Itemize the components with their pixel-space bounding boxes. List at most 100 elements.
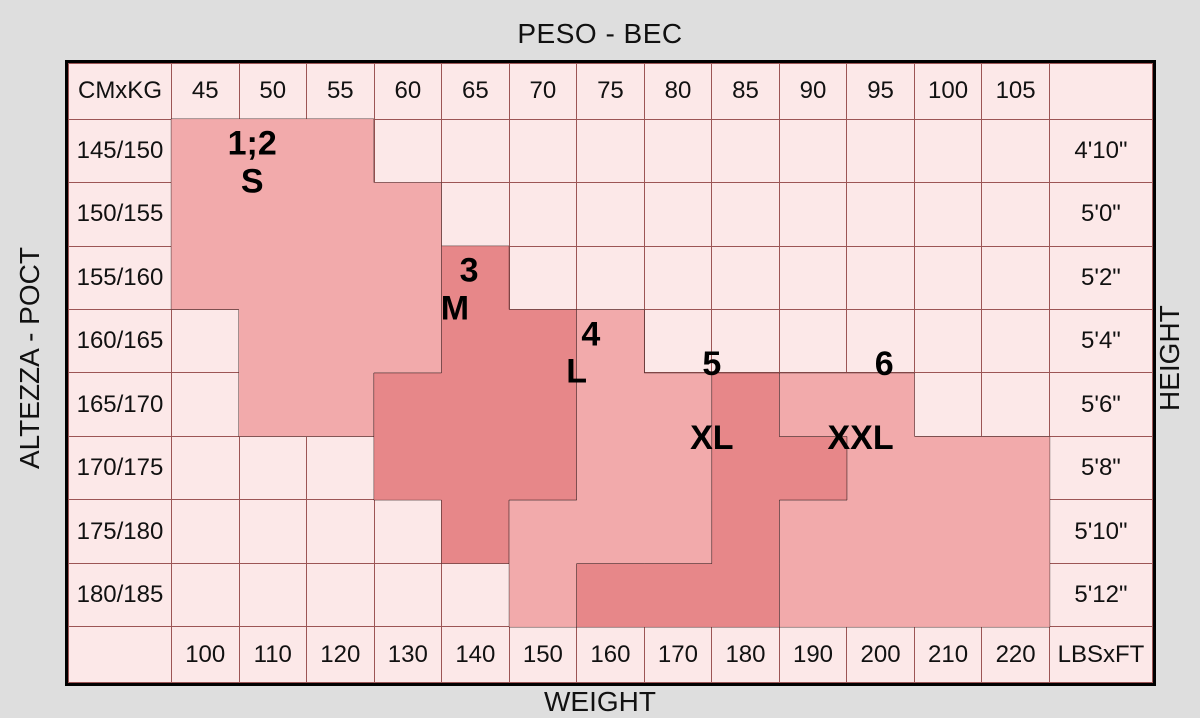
grid-cell <box>914 500 982 563</box>
grid-cell <box>442 373 510 436</box>
col-header-kg: 60 <box>374 64 442 120</box>
grid-cell <box>982 500 1050 563</box>
grid-cell <box>442 563 510 626</box>
grid-cell <box>442 246 510 309</box>
col-header-lbs: 170 <box>644 627 712 683</box>
grid-cell <box>509 500 577 563</box>
col-header-kg: 55 <box>307 64 375 120</box>
grid-cell <box>374 183 442 246</box>
grid-cell <box>779 183 847 246</box>
grid-cell <box>69 627 172 683</box>
row-header-cm: 175/180 <box>69 500 172 563</box>
grid-cell <box>644 246 712 309</box>
row-header-cm: 160/165 <box>69 310 172 373</box>
row-header-ft: 5'6" <box>1049 373 1152 436</box>
grid-cell <box>712 183 780 246</box>
col-header-lbs: 180 <box>712 627 780 683</box>
corner-bottom-right: LBSxFT <box>1049 627 1152 683</box>
col-header-lbs: 190 <box>779 627 847 683</box>
grid-cell <box>239 119 307 182</box>
grid-cell <box>847 500 915 563</box>
col-header-kg: 45 <box>171 64 239 120</box>
grid-cell <box>171 183 239 246</box>
grid-cell <box>307 310 375 373</box>
grid-cell <box>712 119 780 182</box>
row-header-cm: 170/175 <box>69 436 172 499</box>
grid-cell <box>374 436 442 499</box>
grid-cell <box>847 563 915 626</box>
grid-cell <box>779 373 847 436</box>
grid-cell <box>577 183 645 246</box>
col-header-lbs: 130 <box>374 627 442 683</box>
col-header-lbs: 220 <box>982 627 1050 683</box>
grid-cell <box>982 310 1050 373</box>
grid-cell <box>509 563 577 626</box>
axis-title-left: ALTEZZA - POCT <box>14 0 46 716</box>
grid-cell <box>982 373 1050 436</box>
grid-cell <box>644 119 712 182</box>
grid-cell <box>509 436 577 499</box>
grid-cell <box>307 183 375 246</box>
grid-cell <box>239 436 307 499</box>
axis-title-bottom: WEIGHT <box>0 686 1200 718</box>
col-header-kg: 90 <box>779 64 847 120</box>
col-header-kg: 105 <box>982 64 1050 120</box>
row-header-ft: 5'12" <box>1049 563 1152 626</box>
grid-cell <box>914 563 982 626</box>
col-header-kg: 70 <box>509 64 577 120</box>
col-header-kg: 50 <box>239 64 307 120</box>
grid-cell <box>307 563 375 626</box>
axis-title-right: HEIGHT <box>1154 0 1186 716</box>
col-header-lbs: 140 <box>442 627 510 683</box>
grid-cell <box>374 246 442 309</box>
grid-cell <box>577 310 645 373</box>
grid-cell <box>847 183 915 246</box>
col-header-kg: 95 <box>847 64 915 120</box>
grid-cell <box>779 119 847 182</box>
grid-cell <box>779 436 847 499</box>
grid-cell <box>307 436 375 499</box>
grid-cell <box>914 246 982 309</box>
grid-cell <box>239 500 307 563</box>
row-header-ft: 5'4" <box>1049 310 1152 373</box>
grid-cell <box>171 500 239 563</box>
col-header-lbs: 150 <box>509 627 577 683</box>
grid-cell <box>847 436 915 499</box>
grid-cell <box>171 310 239 373</box>
col-header-kg: 80 <box>644 64 712 120</box>
grid-cell <box>1049 64 1152 120</box>
col-header-kg: 100 <box>914 64 982 120</box>
grid-cell <box>847 246 915 309</box>
grid-cell <box>577 119 645 182</box>
grid-cell <box>577 436 645 499</box>
grid-cell <box>171 436 239 499</box>
grid-cell <box>442 183 510 246</box>
grid-cell <box>712 436 780 499</box>
grid-cell <box>239 373 307 436</box>
axis-title-top: PESO - BEC <box>0 18 1200 50</box>
grid-cell <box>509 119 577 182</box>
grid-cell <box>644 310 712 373</box>
grid-cell <box>982 183 1050 246</box>
grid-cell <box>847 373 915 436</box>
grid-cell <box>509 310 577 373</box>
grid-cell <box>509 373 577 436</box>
grid-cell <box>779 246 847 309</box>
grid-cell <box>779 310 847 373</box>
grid-cell <box>509 183 577 246</box>
col-header-lbs: 100 <box>171 627 239 683</box>
grid-cell <box>644 183 712 246</box>
corner-top-left: CMxKG <box>69 64 172 120</box>
grid-cell <box>982 563 1050 626</box>
grid-cell <box>374 500 442 563</box>
grid-cell <box>644 436 712 499</box>
grid-cell <box>442 310 510 373</box>
grid-cell <box>712 246 780 309</box>
grid-cell <box>577 373 645 436</box>
grid-cell <box>982 119 1050 182</box>
col-header-lbs: 210 <box>914 627 982 683</box>
row-header-cm: 145/150 <box>69 119 172 182</box>
grid-cell <box>712 500 780 563</box>
grid-cell <box>914 119 982 182</box>
grid-cell <box>171 373 239 436</box>
